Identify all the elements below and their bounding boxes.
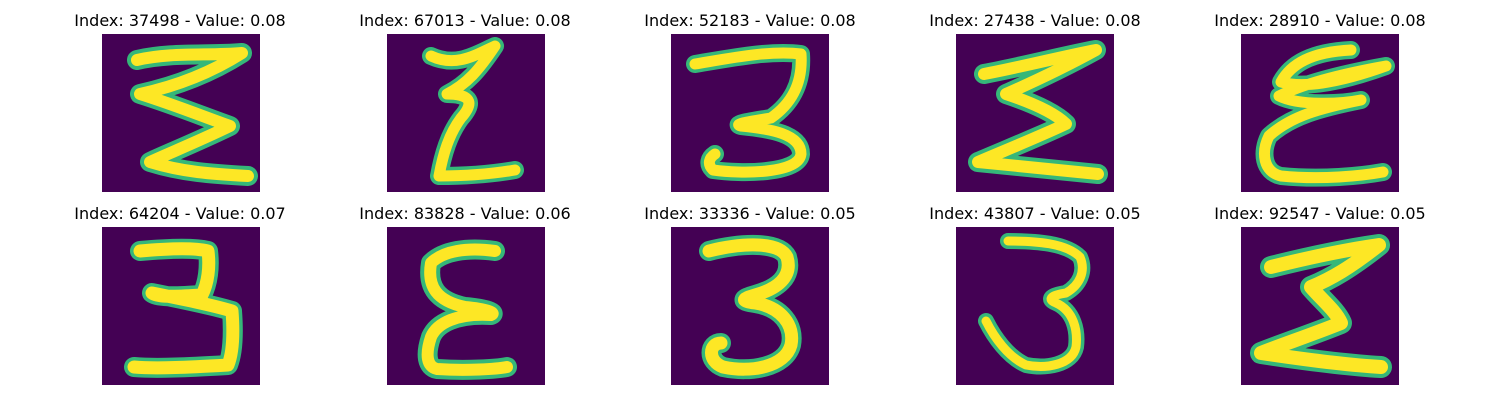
panel-title: Index: 28910 - Value: 0.08 [1214, 11, 1426, 30]
panel-title: Index: 33336 - Value: 0.05 [644, 204, 856, 223]
digit-image [671, 34, 829, 192]
panel-title: Index: 52183 - Value: 0.08 [644, 11, 856, 30]
panel-title: Index: 43807 - Value: 0.05 [929, 204, 1141, 223]
digit-image [387, 34, 545, 192]
panel-title: Index: 27438 - Value: 0.08 [929, 11, 1141, 30]
digit-image [387, 227, 545, 385]
panel-title: Index: 64204 - Value: 0.07 [74, 204, 286, 223]
panel-title: Index: 67013 - Value: 0.08 [359, 11, 571, 30]
digit-image [956, 34, 1114, 192]
digit-image [1241, 227, 1399, 385]
digit-image [956, 227, 1114, 385]
digit-image [102, 227, 260, 385]
panel-title: Index: 37498 - Value: 0.08 [74, 11, 286, 30]
panel-title: Index: 92547 - Value: 0.05 [1214, 204, 1426, 223]
digit-image [671, 227, 829, 385]
digit-image [102, 34, 260, 192]
panel-title: Index: 83828 - Value: 0.06 [359, 204, 571, 223]
digit-image [1241, 34, 1399, 192]
